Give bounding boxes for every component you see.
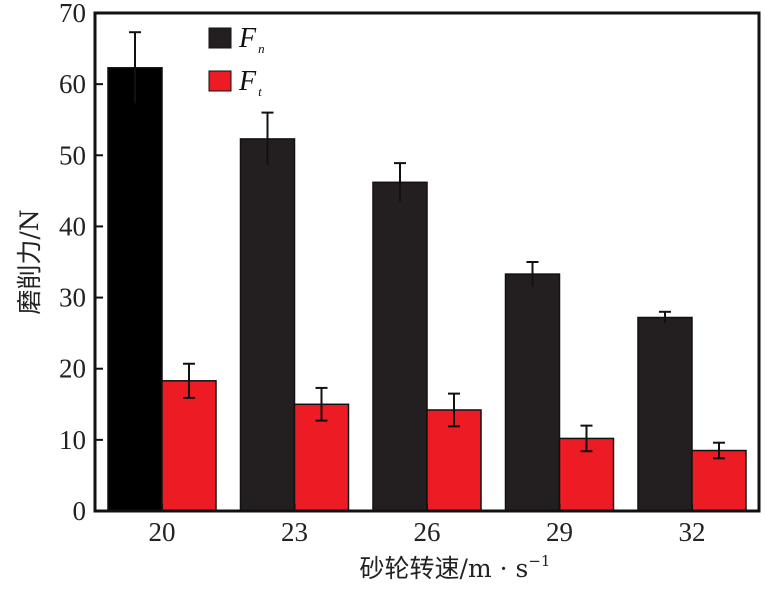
bar-t-20 [161, 380, 217, 512]
bar-n-26 [372, 181, 428, 512]
y-tick-label-0: 0 [73, 496, 87, 526]
y-tick-label-40: 40 [59, 211, 86, 241]
y-tick-label-30: 30 [59, 283, 86, 313]
bar-t-23 [293, 403, 350, 512]
bars-layer [107, 67, 747, 512]
bar-n-20 [107, 67, 163, 512]
y-tick-label-50: 50 [59, 140, 86, 170]
x-axis-title: 砂轮转速/m · s−1 [360, 552, 551, 583]
x-tick-label-32: 32 [679, 517, 706, 547]
y-axis-title: 磨削力/N [15, 209, 44, 314]
y-tick-label-60: 60 [59, 69, 86, 99]
y-tick-label-10: 10 [59, 425, 86, 455]
x-axis-title-superscript: −1 [528, 552, 550, 570]
y-axis: 0 10 20 30 40 50 60 70 [59, 0, 103, 526]
legend-label-subscript: n [258, 41, 265, 56]
y-tick-label-20: 20 [59, 354, 86, 384]
y-tick-label-70: 70 [59, 0, 86, 28]
bar-n-29 [504, 273, 561, 512]
x-tick-label-29: 29 [546, 517, 573, 547]
bar-n-23 [239, 138, 296, 512]
x-tick-label-20: 20 [149, 517, 176, 547]
legend-label-main: F [238, 66, 257, 97]
legend-swatch-t [208, 70, 232, 92]
legend-swatch-n [208, 27, 232, 49]
bar-n-32 [637, 316, 693, 512]
bar-t-32 [691, 449, 747, 512]
legend-label-main: F [238, 23, 257, 54]
legend-label-subscript: t [258, 84, 262, 99]
x-tick-label-26: 26 [414, 517, 441, 547]
x-axis-title-text: 砂轮转速/m · s [360, 554, 529, 583]
error-bars-layer [129, 31, 725, 460]
x-tick-label-23: 23 [281, 517, 308, 547]
x-axis: 20 23 26 29 32 [149, 504, 706, 547]
